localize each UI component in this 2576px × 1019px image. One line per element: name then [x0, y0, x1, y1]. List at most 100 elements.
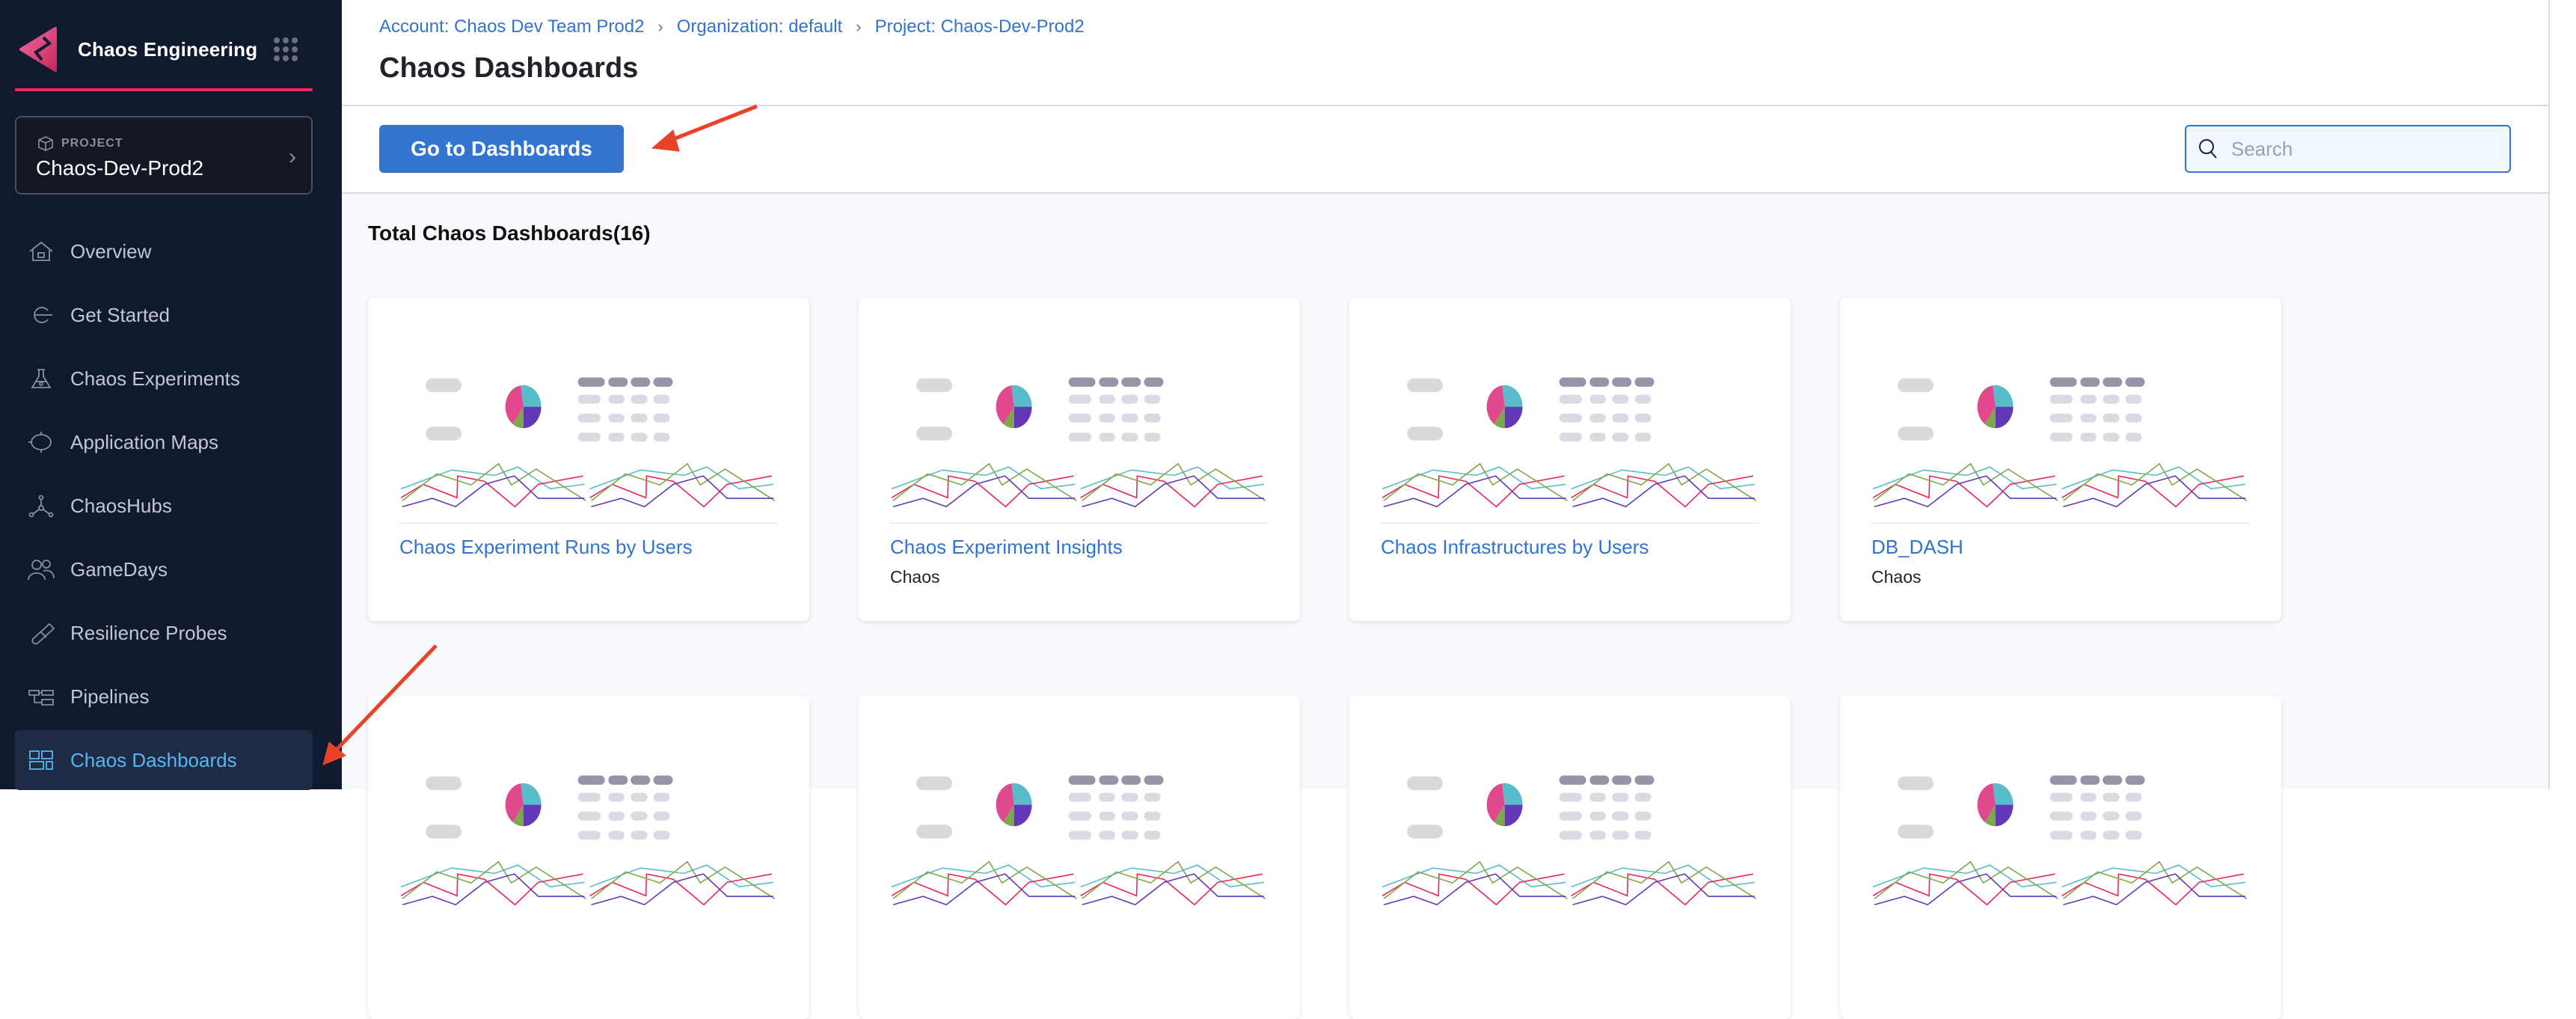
app-switcher-icon[interactable]: [274, 37, 298, 61]
chart-line: [1571, 864, 1755, 888]
placeholder-pill: [916, 426, 953, 441]
breadcrumb-organization[interactable]: Organization: default: [676, 16, 843, 37]
users-icon: [28, 560, 55, 581]
chart-line: [402, 860, 586, 899]
pie-slice: [1504, 804, 1523, 827]
table-cell-pill: [577, 413, 601, 423]
table-cell-pill: [608, 413, 625, 423]
card-title[interactable]: DB_DASH: [1871, 536, 1963, 558]
card-title[interactable]: Chaos Experiment Insights: [890, 536, 1123, 558]
table-cell-pill: [2049, 792, 2073, 802]
page-title: Chaos Dashboards: [379, 52, 639, 84]
sidebar-item-label: Application Maps: [70, 430, 218, 453]
table-cell-pill: [1099, 792, 1115, 802]
main-content: Account: Chaos Dev Team Prod2 › Organiza…: [342, 0, 2550, 1019]
brand[interactable]: Chaos Engineering: [19, 27, 257, 72]
chevron-right-icon: ›: [856, 17, 862, 36]
toolbar: Go to Dashboards: [342, 106, 2548, 194]
pie-slice: [1011, 783, 1032, 805]
placeholder-pill: [916, 776, 953, 791]
table-cell-pill: [1144, 830, 1161, 840]
pie-slice: [1011, 385, 1032, 407]
dashboard-card[interactable]: [1349, 696, 1791, 1019]
dashboard-card[interactable]: DB_DASH Chaos: [1840, 298, 2281, 621]
table-cell-pill: [2049, 432, 2073, 442]
table-cell-pill: [1634, 432, 1652, 442]
table-header-pill: [1612, 775, 1632, 785]
table-cell-pill: [2103, 792, 2120, 802]
sidebar-item-label: GameDays: [70, 557, 168, 581]
chart-line: [2063, 462, 2248, 501]
sidebar-item-chaos-dashboards[interactable]: Chaos Dashboards: [15, 730, 313, 790]
chart-line: [400, 466, 585, 490]
sidebar-item-label: Get Started: [70, 303, 170, 326]
table-cell-pill: [2080, 413, 2097, 423]
sidebar-item-get-started[interactable]: Get Started: [15, 296, 313, 334]
table-cell-pill: [608, 792, 625, 802]
sidebar-item-gamedays[interactable]: GameDays: [15, 550, 313, 589]
table-header-pill: [1559, 775, 1586, 785]
table-cell-pill: [1589, 413, 1606, 423]
chart-line: [2061, 475, 2245, 508]
sidebar-item-label: Chaos Dashboards: [70, 748, 237, 771]
table-header-pill: [2080, 377, 2100, 387]
table-cell-pill: [1099, 830, 1115, 840]
dashboard-card[interactable]: Chaos Experiment Runs by Users: [368, 298, 809, 621]
sidebar-item-chaoshubs[interactable]: ChaosHubs: [15, 486, 313, 525]
table-cell-pill: [1121, 394, 1138, 404]
chart-line: [1874, 475, 2057, 508]
table-cell-pill: [653, 830, 670, 840]
table-header-pill: [577, 775, 605, 785]
placeholder-pill: [1898, 824, 1934, 839]
chart-line: [400, 475, 583, 508]
sidebar-item-chaos-experiments[interactable]: Chaos Experiments: [15, 359, 313, 398]
chart-line: [1571, 475, 1754, 508]
hub-icon: [28, 495, 54, 518]
dashboard-card[interactable]: Chaos Infrastructures by Users: [1349, 298, 1791, 621]
table-header-pill: [2049, 775, 2077, 785]
table-header-pill: [1634, 775, 1655, 785]
breadcrumb-project[interactable]: Project: Chaos-Dev-Prod2: [874, 16, 1085, 37]
table-cell-pill: [2080, 811, 2097, 821]
table-cell-pill: [577, 811, 601, 821]
table-cell-pill: [1634, 792, 1652, 802]
sidebar-item-pipelines[interactable]: Pipelines: [15, 677, 313, 716]
pie-slice: [1486, 385, 1505, 424]
table-cell-pill: [2049, 830, 2073, 840]
table-cell-pill: [608, 830, 625, 840]
sidebar-item-resilience-probes[interactable]: Resilience Probes: [15, 613, 313, 652]
search-box[interactable]: [2185, 125, 2511, 173]
sidebar-item-overview[interactable]: Overview: [15, 232, 313, 271]
project-selector[interactable]: PROJECT Chaos-Dev-Prod2 ›: [15, 116, 313, 195]
card-title[interactable]: Chaos Infrastructures by Users: [1381, 536, 1649, 558]
table-header-pill: [1612, 377, 1632, 387]
table-cell-pill: [1144, 792, 1161, 802]
pie-slice: [1993, 385, 2014, 407]
dashboard-thumbnail: [1381, 377, 1757, 508]
sidebar-item-application-maps[interactable]: Application Maps: [15, 423, 313, 462]
table-cell-pill: [2125, 792, 2142, 802]
table-cell-pill: [1634, 394, 1652, 404]
dashboard-card[interactable]: [368, 696, 809, 1019]
table-header-pill: [1589, 775, 1610, 785]
dashboard-card[interactable]: Chaos Experiment Insights Chaos: [859, 298, 1300, 621]
breadcrumb-account[interactable]: Account: Chaos Dev Team Prod2: [379, 16, 645, 37]
search-input[interactable]: [2231, 137, 2500, 161]
chart-line: [2063, 860, 2248, 899]
table-cell-pill: [1634, 413, 1652, 423]
search-icon: [2199, 139, 2217, 159]
sidebar-item-label: Resilience Probes: [70, 621, 227, 644]
pie-slice: [1502, 783, 1523, 805]
card-title[interactable]: Chaos Experiment Runs by Users: [399, 536, 693, 558]
table-cell-pill: [1589, 811, 1606, 821]
chart-line: [891, 475, 1074, 508]
dashboard-card[interactable]: [1840, 696, 2281, 1019]
table-header-pill: [1099, 377, 1119, 387]
go-to-dashboards-button[interactable]: Go to Dashboards: [379, 125, 624, 173]
table-header-pill: [1559, 377, 1586, 387]
chart-line: [1571, 466, 1755, 490]
pie-slice: [1504, 406, 1523, 429]
placeholder-pill: [426, 426, 462, 441]
table-cell-pill: [1121, 792, 1138, 802]
dashboard-card[interactable]: [859, 696, 1300, 1019]
